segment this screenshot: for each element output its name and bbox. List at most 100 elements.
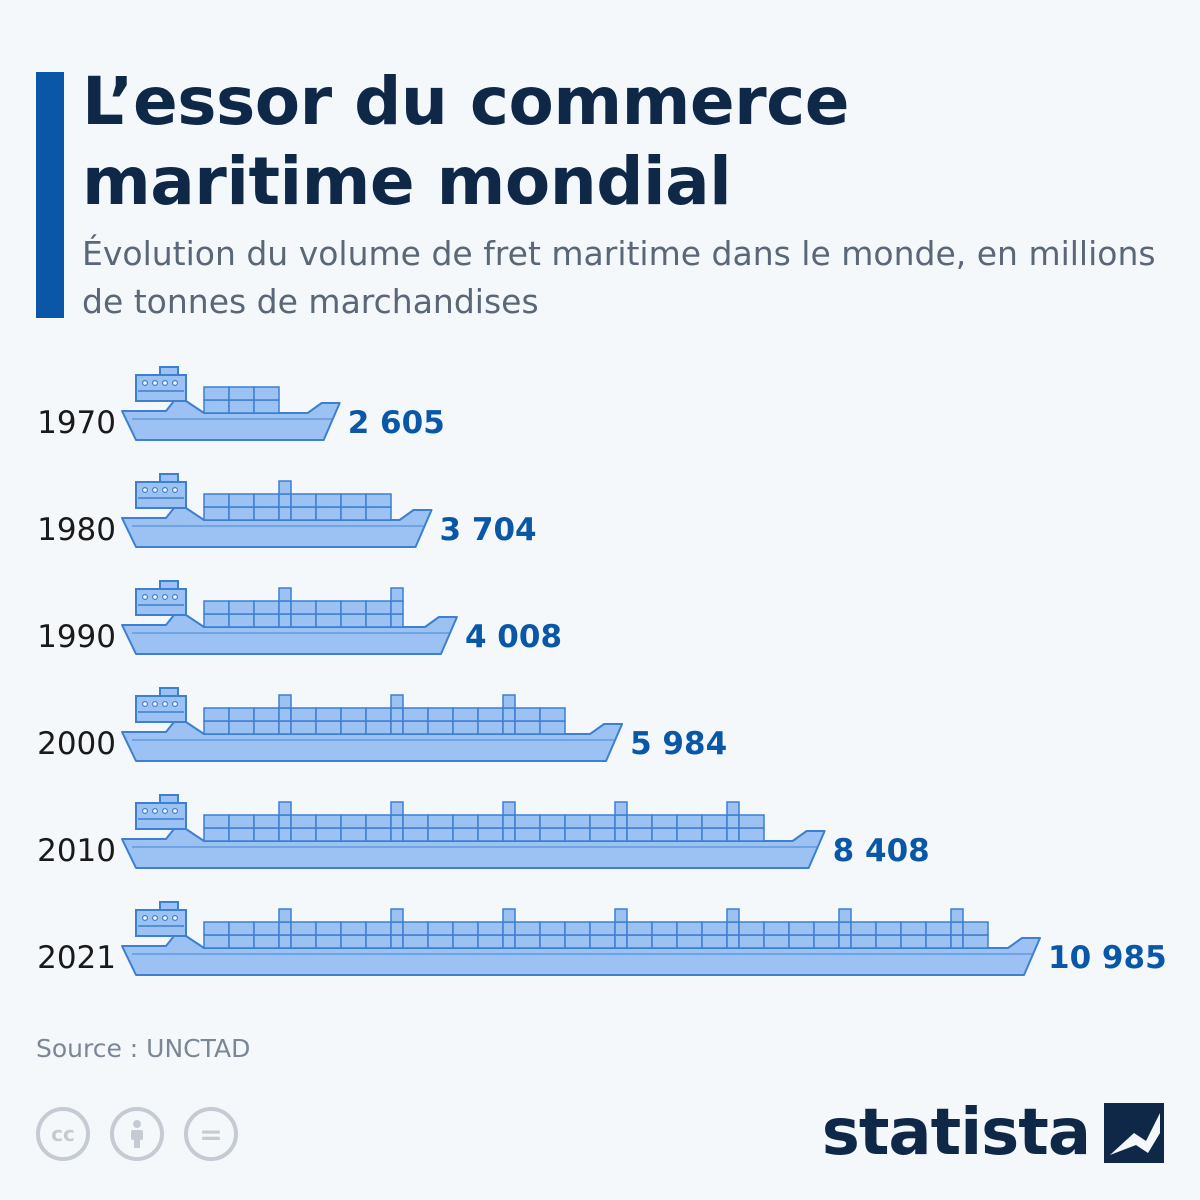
ship-funnel	[159, 580, 179, 590]
brand[interactable]: statista	[822, 1096, 1164, 1170]
porthole	[152, 914, 159, 921]
container	[228, 827, 255, 842]
container	[390, 921, 404, 936]
container	[402, 934, 429, 949]
container	[502, 801, 516, 816]
ship-bridge	[135, 695, 187, 723]
container	[676, 921, 703, 936]
porthole	[172, 701, 179, 708]
container	[962, 921, 989, 936]
container	[763, 934, 790, 949]
container	[228, 814, 255, 829]
container	[539, 827, 566, 842]
container	[228, 720, 255, 735]
container	[701, 827, 728, 842]
container	[726, 801, 740, 816]
container	[477, 707, 504, 722]
container	[676, 934, 703, 949]
value-label: 2 605	[348, 405, 445, 441]
ship-bridge	[135, 374, 187, 402]
container	[564, 921, 591, 936]
container	[365, 707, 392, 722]
porthole	[152, 486, 159, 493]
ship-hull	[121, 614, 458, 655]
container	[514, 827, 541, 842]
container	[477, 921, 504, 936]
ship-bar: 2021 10 985	[37, 901, 1167, 976]
container	[900, 921, 927, 936]
statista-logo-icon	[1104, 1103, 1164, 1163]
container	[340, 707, 367, 722]
category-label: 1970	[37, 405, 116, 441]
container	[315, 506, 342, 521]
container	[253, 399, 280, 414]
container	[452, 814, 479, 829]
container	[365, 921, 392, 936]
container	[365, 493, 392, 508]
container	[390, 600, 404, 615]
cc-icon[interactable]: cc	[36, 1107, 90, 1161]
container	[290, 921, 317, 936]
porthole	[172, 486, 179, 493]
container	[651, 814, 678, 829]
container	[278, 600, 292, 615]
porthole	[172, 808, 179, 815]
container	[614, 934, 628, 949]
page-title: L’essor du commerce maritime mondial	[82, 63, 850, 220]
container	[402, 707, 429, 722]
container	[228, 493, 255, 508]
container	[390, 720, 404, 735]
value-label: 8 408	[833, 833, 930, 869]
container	[402, 827, 429, 842]
container	[253, 814, 280, 829]
container	[813, 934, 840, 949]
porthole	[142, 594, 149, 601]
container	[315, 720, 342, 735]
container	[290, 613, 317, 628]
ship-funnel	[159, 794, 179, 804]
source-note: Source : UNCTAD	[36, 1034, 251, 1063]
container	[203, 814, 230, 829]
container	[614, 801, 628, 816]
container	[925, 934, 952, 949]
category-label: 1990	[37, 619, 116, 655]
container	[875, 921, 902, 936]
category-label: 2010	[37, 833, 116, 869]
container	[850, 934, 877, 949]
container	[452, 707, 479, 722]
accent-bar	[36, 72, 64, 318]
container	[502, 814, 516, 829]
container	[452, 720, 479, 735]
attribution-icon[interactable]	[110, 1107, 164, 1161]
container	[626, 921, 653, 936]
porthole	[152, 380, 159, 387]
container	[315, 493, 342, 508]
container	[253, 921, 280, 936]
container	[290, 506, 317, 521]
container	[203, 934, 230, 949]
container	[340, 814, 367, 829]
container	[502, 720, 516, 735]
container	[228, 600, 255, 615]
container	[626, 814, 653, 829]
ship-funnel	[159, 473, 179, 483]
no-derivatives-icon[interactable]: =	[184, 1107, 238, 1161]
container	[651, 934, 678, 949]
container	[589, 814, 616, 829]
container	[564, 827, 591, 842]
container	[203, 827, 230, 842]
container	[838, 934, 852, 949]
container	[228, 934, 255, 949]
nd-glyph: =	[199, 1117, 223, 1151]
container	[390, 934, 404, 949]
porthole	[162, 486, 169, 493]
container	[402, 921, 429, 936]
container	[390, 613, 404, 628]
porthole	[152, 594, 159, 601]
container	[402, 814, 429, 829]
value-label: 4 008	[465, 619, 562, 655]
container	[365, 613, 392, 628]
container	[850, 921, 877, 936]
ship-hull	[121, 507, 433, 548]
container	[813, 921, 840, 936]
